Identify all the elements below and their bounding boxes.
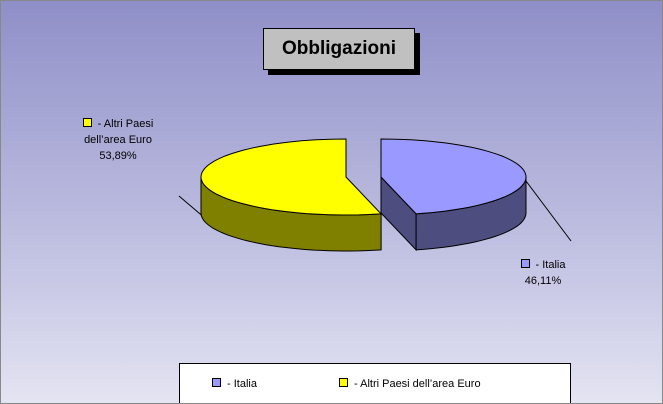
data-label: - Italia 46,11% <box>473 257 613 289</box>
label-value: 53,89% <box>99 150 137 162</box>
legend-key <box>212 378 221 387</box>
legend: - Italia - Altri Paesi dell’area Euro <box>179 363 571 403</box>
label-category: - Italia <box>535 259 566 271</box>
legend-item: - Altri Paesi dell’area Euro <box>339 378 481 390</box>
legend-item: - Italia <box>212 378 257 390</box>
label-value: 46,11% <box>524 275 562 287</box>
legend-key <box>339 378 348 387</box>
label-key <box>520 259 530 268</box>
label-key <box>82 118 92 127</box>
data-label: - Altri Paesi dell’area Euro 53,89% <box>63 116 173 164</box>
leader-line <box>525 180 572 242</box>
chart-title: Obbligazioni <box>263 28 415 70</box>
slice <box>380 138 527 215</box>
slice <box>200 138 383 216</box>
legend-label: - Italia <box>227 378 257 390</box>
label-category: - Altri Paesi dell’area Euro <box>84 118 154 146</box>
legend-label: - Altri Paesi dell’area Euro <box>354 378 481 390</box>
